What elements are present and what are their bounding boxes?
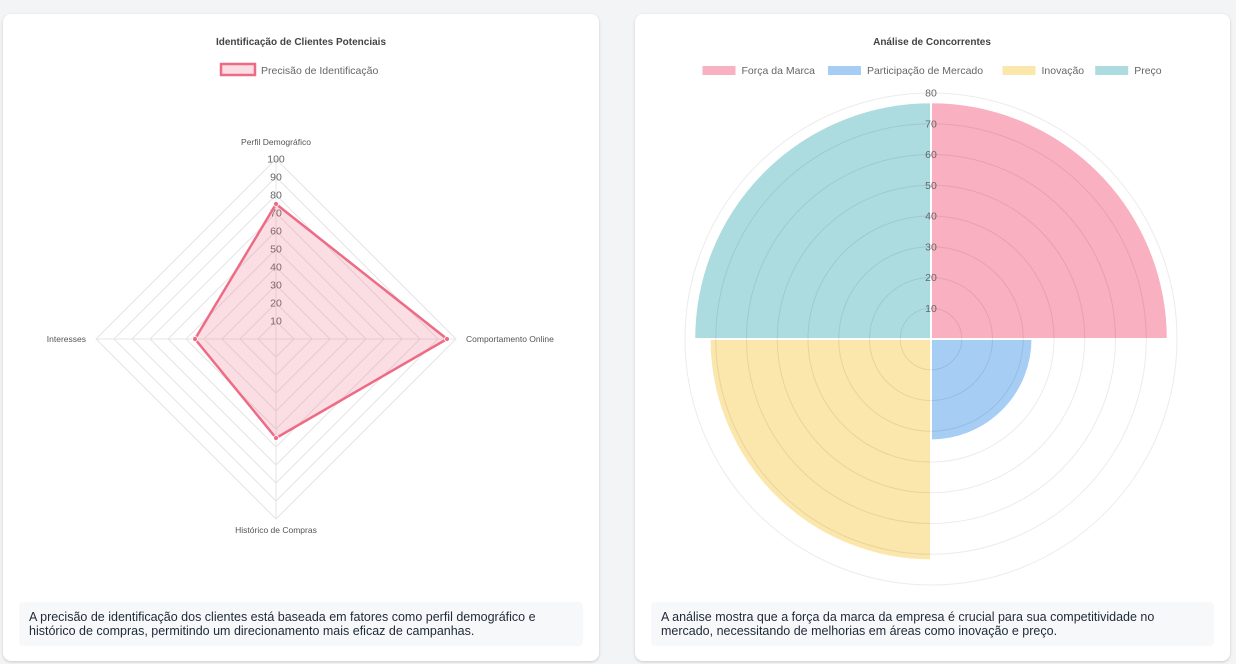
polar-tick-label: 50 bbox=[925, 180, 937, 192]
radar-legend[interactable]: Precisão de Identificação bbox=[219, 62, 378, 77]
polar-segment bbox=[693, 101, 932, 340]
radar-point bbox=[273, 435, 279, 441]
polar-tick-label: 60 bbox=[925, 149, 937, 161]
radar-grid bbox=[95, 158, 457, 520]
polar-legend[interactable]: Força da Marca Participação de Mercado Ino… bbox=[702, 65, 1162, 77]
radar-axis-label: Interesses bbox=[47, 334, 86, 344]
polar-tick-label: 70 bbox=[925, 118, 937, 130]
polar-tick-label: 30 bbox=[925, 241, 937, 253]
radar-axis-labels: Perfil Demográfico Comportamento Online Hi… bbox=[47, 137, 554, 535]
polar-segment bbox=[708, 338, 932, 562]
radar-tick-label: 20 bbox=[270, 298, 282, 310]
radar-tick-label: 10 bbox=[270, 316, 282, 328]
radar-legend-label: Precisão de Identificação bbox=[261, 65, 378, 77]
polar-grid-ring bbox=[715, 123, 1147, 555]
polar-grid bbox=[684, 92, 1178, 586]
polar-tick-label: 80 bbox=[925, 88, 937, 100]
polar-grid-ring bbox=[869, 277, 993, 401]
polar-chart-caption: A análise mostra que a força da marca da… bbox=[651, 602, 1214, 646]
radar-tick-label: 50 bbox=[270, 244, 282, 256]
radar-tick-label: 80 bbox=[270, 190, 282, 202]
radar-point bbox=[444, 336, 450, 342]
radar-point bbox=[273, 201, 279, 207]
polar-legend-swatch bbox=[827, 66, 861, 75]
radar-axis-label: Comportamento Online bbox=[466, 334, 554, 344]
polar-legend-label: Inovação bbox=[1042, 65, 1085, 77]
radar-tick-label: 40 bbox=[270, 262, 282, 274]
radar-chart: Identificação de Clientes Potenciais Pre… bbox=[47, 37, 554, 535]
radar-legend-swatch bbox=[219, 62, 257, 77]
polar-segment bbox=[930, 338, 1034, 442]
polar-legend-label: Preço bbox=[1134, 65, 1162, 77]
radar-tick-label: 100 bbox=[267, 154, 285, 166]
polar-tick-label: 40 bbox=[925, 211, 937, 223]
polar-legend-label: Participação de Mercado bbox=[867, 65, 983, 77]
radar-tick-label: 30 bbox=[270, 280, 282, 292]
polar-legend-label: Força da Marca bbox=[742, 65, 816, 77]
polar-grid-ring bbox=[838, 246, 1024, 432]
radar-axis-label: Histórico de Compras bbox=[235, 525, 317, 535]
polar-grid-ring bbox=[807, 215, 1055, 463]
radar-chart-title: Identificação de Clientes Potenciais bbox=[216, 37, 386, 48]
polar-segment bbox=[930, 101, 1169, 340]
polar-chart-title: Análise de Concorrentes bbox=[873, 37, 991, 48]
radar-tick-labels: 10 20 30 40 50 60 70 80 90 100 bbox=[267, 154, 285, 328]
polar-grid-ring bbox=[684, 92, 1178, 586]
polar-grid-ring bbox=[746, 154, 1116, 524]
polar-legend-swatch bbox=[1002, 66, 1036, 75]
polar-tick-label: 10 bbox=[925, 303, 937, 315]
radar-chart-card: Identificação de Clientes Potenciais Pre… bbox=[3, 14, 599, 661]
radar-chart-caption: A precisão de identificação dos clientes… bbox=[19, 602, 583, 646]
polar-chart-card: Análise de Concorrentes Força da Marca Pa… bbox=[635, 14, 1230, 661]
polar-grid-ring bbox=[899, 307, 963, 371]
polar-segments bbox=[693, 101, 1169, 562]
polar-area-chart: Análise de Concorrentes Força da Marca Pa… bbox=[684, 37, 1178, 586]
polar-tick-label: 20 bbox=[925, 272, 937, 284]
radar-tick-label: 90 bbox=[270, 172, 282, 184]
polar-tick-labels: 10 20 30 40 50 60 70 80 bbox=[925, 88, 937, 315]
polar-grid-ring bbox=[776, 184, 1086, 494]
radar-tick-label: 60 bbox=[270, 226, 282, 238]
polar-legend-swatch bbox=[1095, 66, 1129, 75]
radar-series-area bbox=[193, 202, 449, 440]
radar-axis-label: Perfil Demográfico bbox=[241, 137, 311, 147]
radar-tick-label: 70 bbox=[270, 208, 282, 220]
radar-series bbox=[192, 201, 450, 441]
polar-legend-swatch bbox=[702, 66, 736, 75]
radar-point bbox=[192, 336, 198, 342]
